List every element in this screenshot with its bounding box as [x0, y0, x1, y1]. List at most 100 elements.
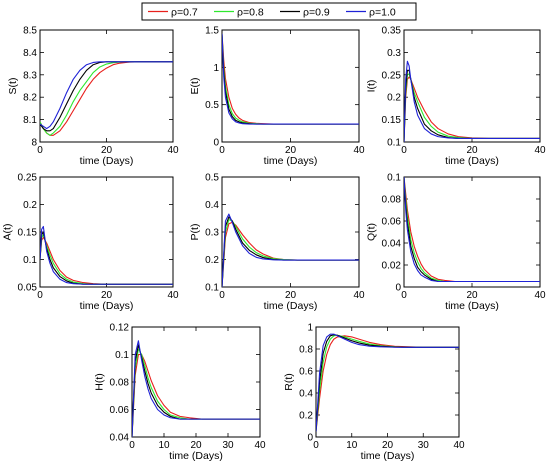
y-tick-label: 0.2 — [205, 255, 219, 266]
x-axis-label: time (Days) — [80, 300, 134, 312]
series-line-4 — [40, 61, 173, 130]
y-tick-label: 0.1 — [387, 173, 401, 184]
x-axis-label: time (Days) — [445, 300, 499, 312]
x-tick-label: 30 — [418, 440, 430, 451]
y-tick-label: 0.5 — [205, 173, 219, 184]
y-axis-label: P(t) — [189, 224, 201, 241]
x-tick-label: 20 — [382, 440, 394, 451]
x-axis-label: time (Days) — [264, 300, 318, 312]
chart-panel-pt: 0 20 40 0.1 0.2 0.3 0.4 0.5 time (Days) P(t) — [189, 173, 365, 313]
y-tick-label: 0.1 — [387, 138, 401, 149]
x-tick-label: 0 — [401, 145, 407, 156]
x-tick-label: 20 — [285, 145, 297, 156]
plot-frame — [39, 29, 174, 143]
x-tick-label: 0 — [37, 145, 43, 156]
y-tick-label: 0.06 — [110, 405, 130, 416]
chart-panel-rt: 0 10 20 30 40 0 0.2 0.4 0.6 0.8 1 time (Days) R(t) — [283, 323, 465, 463]
x-tick-label: 40 — [167, 145, 179, 156]
y-axis-label: E(t) — [189, 78, 201, 95]
y-tick-label: 0.08 — [110, 378, 130, 389]
y-tick-label: 0.06 — [382, 217, 402, 228]
y-tick-label: 8 — [31, 138, 37, 149]
plot-frame — [221, 29, 360, 143]
x-tick-label: 20 — [101, 145, 113, 156]
x-axis-label: time (Days) — [361, 450, 415, 462]
y-tick-label: 0.8 — [299, 345, 313, 356]
legend-label: ρ=0.7 — [171, 7, 198, 19]
x-tick-label: 40 — [353, 290, 365, 301]
y-tick-label: 0.12 — [110, 323, 130, 334]
x-tick-label: 30 — [222, 440, 234, 451]
y-tick-label: 0.2 — [299, 411, 313, 422]
x-tick-label: 0 — [37, 290, 43, 301]
y-tick-label: 0 — [307, 433, 313, 444]
y-tick-label: 0.04 — [110, 433, 130, 444]
x-tick-label: 40 — [353, 145, 365, 156]
y-tick-label: 0.25 — [382, 70, 402, 81]
plot-frame — [39, 176, 174, 288]
x-tick-label: 0 — [313, 440, 319, 451]
x-tick-label: 40 — [534, 290, 546, 301]
legend-label: ρ=0.8 — [237, 7, 264, 19]
y-tick-label: 0.15 — [382, 115, 402, 126]
panels: 0 20 40 8 8.1 8.2 8.3 8.4 8.5 time (Days) S(t) 0 20 4… — [1, 26, 546, 463]
legend-entry: ρ=0.9 — [280, 7, 330, 19]
x-tick-label: 40 — [167, 290, 179, 301]
legend-entry: ρ=0.7 — [148, 7, 198, 19]
series-line-4 — [404, 177, 540, 283]
y-tick-label: 0.4 — [205, 200, 219, 211]
y-axis-label: Q(t) — [365, 223, 377, 241]
y-tick-label: 0 — [395, 283, 401, 294]
x-tick-label: 10 — [346, 440, 358, 451]
chart-panel-ht: 0 10 20 30 40 0.04 0.06 0.08 0.1 0.12 time (Days) H… — [93, 323, 266, 463]
x-axis-label: time (Days) — [445, 155, 499, 167]
y-tick-label: 0.25 — [18, 173, 38, 184]
y-tick-label: 8.2 — [23, 93, 37, 104]
x-axis-label: time (Days) — [80, 155, 134, 167]
x-axis-label: time (Days) — [169, 450, 223, 462]
y-tick-label: 0.15 — [18, 228, 38, 239]
x-tick-label: 40 — [534, 145, 546, 156]
x-tick-label: 20 — [466, 145, 478, 156]
y-tick-label: 8.3 — [23, 70, 37, 81]
x-tick-label: 40 — [254, 440, 266, 451]
legend-entry: ρ=1.0 — [346, 7, 396, 19]
y-tick-label: 0.2 — [387, 93, 401, 104]
x-axis-label: time (Days) — [264, 155, 318, 167]
y-tick-label: 0.3 — [205, 228, 219, 239]
y-axis-label: H(t) — [93, 373, 105, 391]
y-tick-label: 1.5 — [205, 26, 219, 37]
series-line-4 — [222, 33, 359, 125]
chart-panel-at: 0 20 40 0.05 0.1 0.15 0.2 0.25 time (Days) A(t) — [1, 173, 179, 313]
x-tick-label: 20 — [190, 440, 202, 451]
x-tick-label: 20 — [101, 290, 113, 301]
plot-frame — [221, 176, 360, 288]
y-tick-label: 1 — [213, 63, 219, 74]
chart-panel-qt: 0 20 40 0 0.02 0.04 0.06 0.08 0.1 time (Days) Q(t) — [365, 173, 546, 313]
y-tick-label: 0.4 — [299, 389, 313, 400]
chart-panel-et: 0 20 40 0 0.5 1 1.5 time (Days) E(t) — [189, 26, 365, 168]
legend-label: ρ=1.0 — [369, 7, 396, 19]
plot-frame — [403, 29, 541, 143]
y-tick-label: 0.1 — [115, 350, 129, 361]
y-tick-label: 0.08 — [382, 195, 402, 206]
x-tick-label: 0 — [219, 290, 225, 301]
x-tick-label: 0 — [401, 290, 407, 301]
y-tick-label: 0.35 — [382, 26, 402, 37]
x-tick-label: 0 — [129, 440, 135, 451]
plot-frame — [403, 176, 541, 288]
x-tick-label: 10 — [158, 440, 170, 451]
chart-panel-it: 0 20 40 0.1 0.15 0.2 0.25 0.3 0.35 time (Days) I(t… — [365, 26, 546, 168]
y-tick-label: 8.5 — [23, 26, 37, 37]
legend-box — [141, 2, 417, 21]
y-axis-label: I(t) — [365, 80, 377, 93]
chart-panel-st: 0 20 40 8 8.1 8.2 8.3 8.4 8.5 time (Days) S(t) — [7, 26, 179, 168]
y-tick-label: 1 — [307, 323, 313, 334]
y-tick-label: 0 — [213, 138, 219, 149]
series-line-4 — [404, 60, 540, 142]
x-tick-label: 20 — [466, 290, 478, 301]
y-tick-label: 0.04 — [382, 239, 402, 250]
y-tick-label: 0.1 — [23, 255, 37, 266]
y-tick-label: 0.6 — [299, 367, 313, 378]
